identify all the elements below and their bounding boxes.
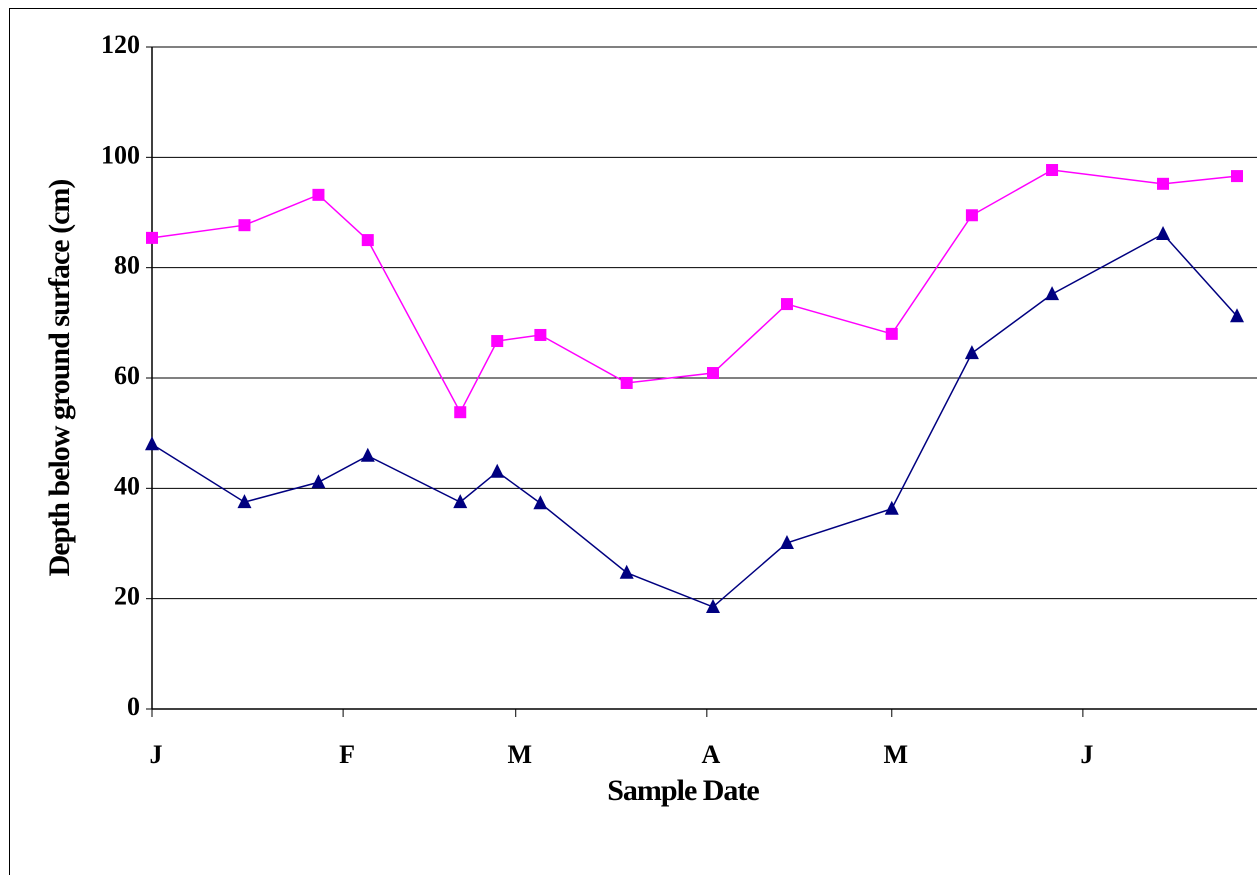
marker bbox=[1231, 170, 1243, 183]
marker bbox=[238, 219, 251, 232]
marker bbox=[780, 298, 793, 311]
marker bbox=[884, 500, 899, 515]
marker bbox=[453, 494, 468, 509]
x-tick-label: M bbox=[883, 740, 908, 769]
marker bbox=[1045, 286, 1060, 301]
x-tick-label: J bbox=[150, 740, 163, 769]
marker bbox=[619, 564, 634, 579]
y-tick-label: 40 bbox=[114, 471, 140, 500]
marker bbox=[146, 231, 158, 244]
marker bbox=[312, 188, 325, 201]
marker bbox=[145, 436, 159, 451]
x-axis-title: Sample Date bbox=[607, 774, 759, 807]
marker bbox=[311, 474, 326, 489]
x-tick-label: F bbox=[339, 740, 355, 769]
marker bbox=[705, 598, 720, 613]
marker bbox=[885, 327, 898, 340]
marker bbox=[491, 335, 504, 348]
y-tick-label: 80 bbox=[114, 251, 140, 280]
marker bbox=[237, 494, 252, 509]
y-tick-label: 100 bbox=[101, 140, 140, 169]
y-tick-label: 60 bbox=[114, 361, 140, 390]
marker bbox=[533, 495, 548, 510]
y-axis-title: Depth below ground surface (cm) bbox=[43, 180, 76, 577]
marker bbox=[1230, 308, 1244, 323]
marker bbox=[1157, 177, 1170, 190]
marker bbox=[454, 406, 467, 419]
marker bbox=[706, 367, 719, 380]
marker bbox=[965, 209, 978, 222]
x-tick-label: J bbox=[1080, 740, 1093, 769]
y-tick-label: 120 bbox=[101, 30, 140, 59]
marker bbox=[1046, 164, 1059, 177]
marker bbox=[620, 376, 633, 389]
y-tick-label: 0 bbox=[127, 692, 140, 721]
marker bbox=[361, 234, 374, 247]
marker bbox=[779, 534, 794, 549]
marker bbox=[964, 345, 979, 360]
x-tick-label: M bbox=[507, 740, 532, 769]
marker bbox=[360, 447, 375, 462]
x-tick-label: A bbox=[701, 740, 720, 769]
marker bbox=[490, 463, 505, 478]
y-tick-label: 20 bbox=[114, 582, 140, 611]
marker bbox=[534, 328, 547, 341]
marker bbox=[1156, 226, 1171, 241]
chart-border bbox=[9, 8, 1257, 875]
